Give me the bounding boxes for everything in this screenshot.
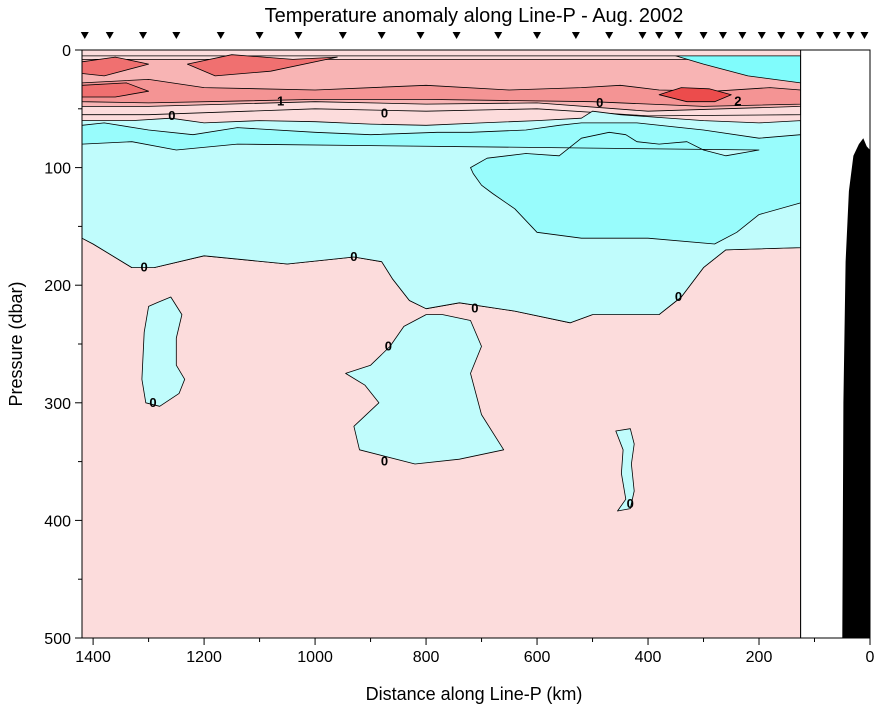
x-tick-label-400: 400 xyxy=(635,649,662,666)
anomaly-region-negative-13 xyxy=(675,55,801,84)
station-marker-22 xyxy=(777,32,786,39)
x-tick-label-600: 600 xyxy=(524,649,551,666)
station-marker-21 xyxy=(757,32,766,39)
contour-label-5: 0 xyxy=(141,260,148,275)
y-tick-label-400: 400 xyxy=(44,513,71,530)
x-tick-label-800: 800 xyxy=(413,649,440,666)
contour-label-2: 0 xyxy=(381,106,388,121)
anomaly-region-positive-3 xyxy=(81,79,801,107)
x-tick-label-1400: 1400 xyxy=(75,649,111,666)
anomaly-region-negative-9 xyxy=(141,296,186,407)
bathymetry-seafloor xyxy=(842,138,870,638)
station-marker-20 xyxy=(738,32,747,39)
station-marker-13 xyxy=(571,32,580,39)
x-axis-label: Distance along Line-P (km) xyxy=(366,684,583,704)
y-tick-label-200: 200 xyxy=(44,278,71,295)
x-tick-label-1200: 1200 xyxy=(186,649,222,666)
contour-label-4: 2 xyxy=(734,94,741,109)
station-marker-27 xyxy=(860,32,869,39)
station-marker-4 xyxy=(216,32,225,39)
station-marker-19 xyxy=(718,32,727,39)
contour-label-10: 0 xyxy=(381,454,388,469)
station-marker-12 xyxy=(533,32,542,39)
station-marker-14 xyxy=(605,32,614,39)
chart-title: Temperature anomaly along Line-P - Aug. … xyxy=(265,5,684,27)
station-marker-8 xyxy=(377,32,386,39)
station-marker-16 xyxy=(655,32,664,39)
contour-label-9: 0 xyxy=(471,301,478,316)
station-marker-17 xyxy=(674,32,683,39)
station-marker-23 xyxy=(796,32,805,39)
axes: 1400 1200 1000 800 600 400 200 0010020030040050… xyxy=(44,32,875,666)
y-tick-label-300: 300 xyxy=(44,396,71,413)
station-marker-1 xyxy=(105,32,114,39)
contour-label-3: 0 xyxy=(596,95,603,110)
station-marker-15 xyxy=(638,32,647,39)
contour-label-12: 0 xyxy=(627,496,634,511)
contour-label-11: 0 xyxy=(675,289,682,304)
y-tick-label-500: 500 xyxy=(44,631,71,648)
y-tick-label-100: 100 xyxy=(44,161,71,178)
y-axis-label: Pressure (dbar) xyxy=(6,281,26,406)
contour-label-7: 0 xyxy=(149,395,156,410)
anomaly-region-positive-7 xyxy=(658,87,732,103)
station-marker-26 xyxy=(846,32,855,39)
station-marker-10 xyxy=(452,32,461,39)
anomaly-region-negative-10 xyxy=(345,314,505,465)
station-marker-7 xyxy=(338,32,347,39)
station-marker-2 xyxy=(139,32,148,39)
anomaly-region-negative-12 xyxy=(81,122,801,245)
station-marker-3 xyxy=(172,32,181,39)
station-marker-11 xyxy=(494,32,503,39)
x-tick-label-200: 200 xyxy=(746,649,773,666)
station-marker-24 xyxy=(816,32,825,39)
station-marker-9 xyxy=(416,32,425,39)
contour-label-1: 1 xyxy=(277,94,284,109)
station-marker-6 xyxy=(294,32,303,39)
y-tick-label-0: 0 xyxy=(62,43,71,60)
x-tick-label-0: 0 xyxy=(866,649,875,666)
contour-label-8: 0 xyxy=(385,338,392,353)
contour-label-6: 0 xyxy=(350,249,357,264)
x-tick-label-1000: 1000 xyxy=(297,649,333,666)
station-marker-0 xyxy=(80,32,89,39)
plot-area: 0 1 0 0 2 0 0 0 0 0 0 0 0 xyxy=(81,50,870,639)
anomaly-region-negative-11 xyxy=(615,428,635,512)
anomaly-region-positive-5 xyxy=(186,54,338,77)
station-marker-5 xyxy=(255,32,264,39)
station-marker-18 xyxy=(699,32,708,39)
station-marker-25 xyxy=(832,32,841,39)
contour-label-0: 0 xyxy=(168,108,175,123)
